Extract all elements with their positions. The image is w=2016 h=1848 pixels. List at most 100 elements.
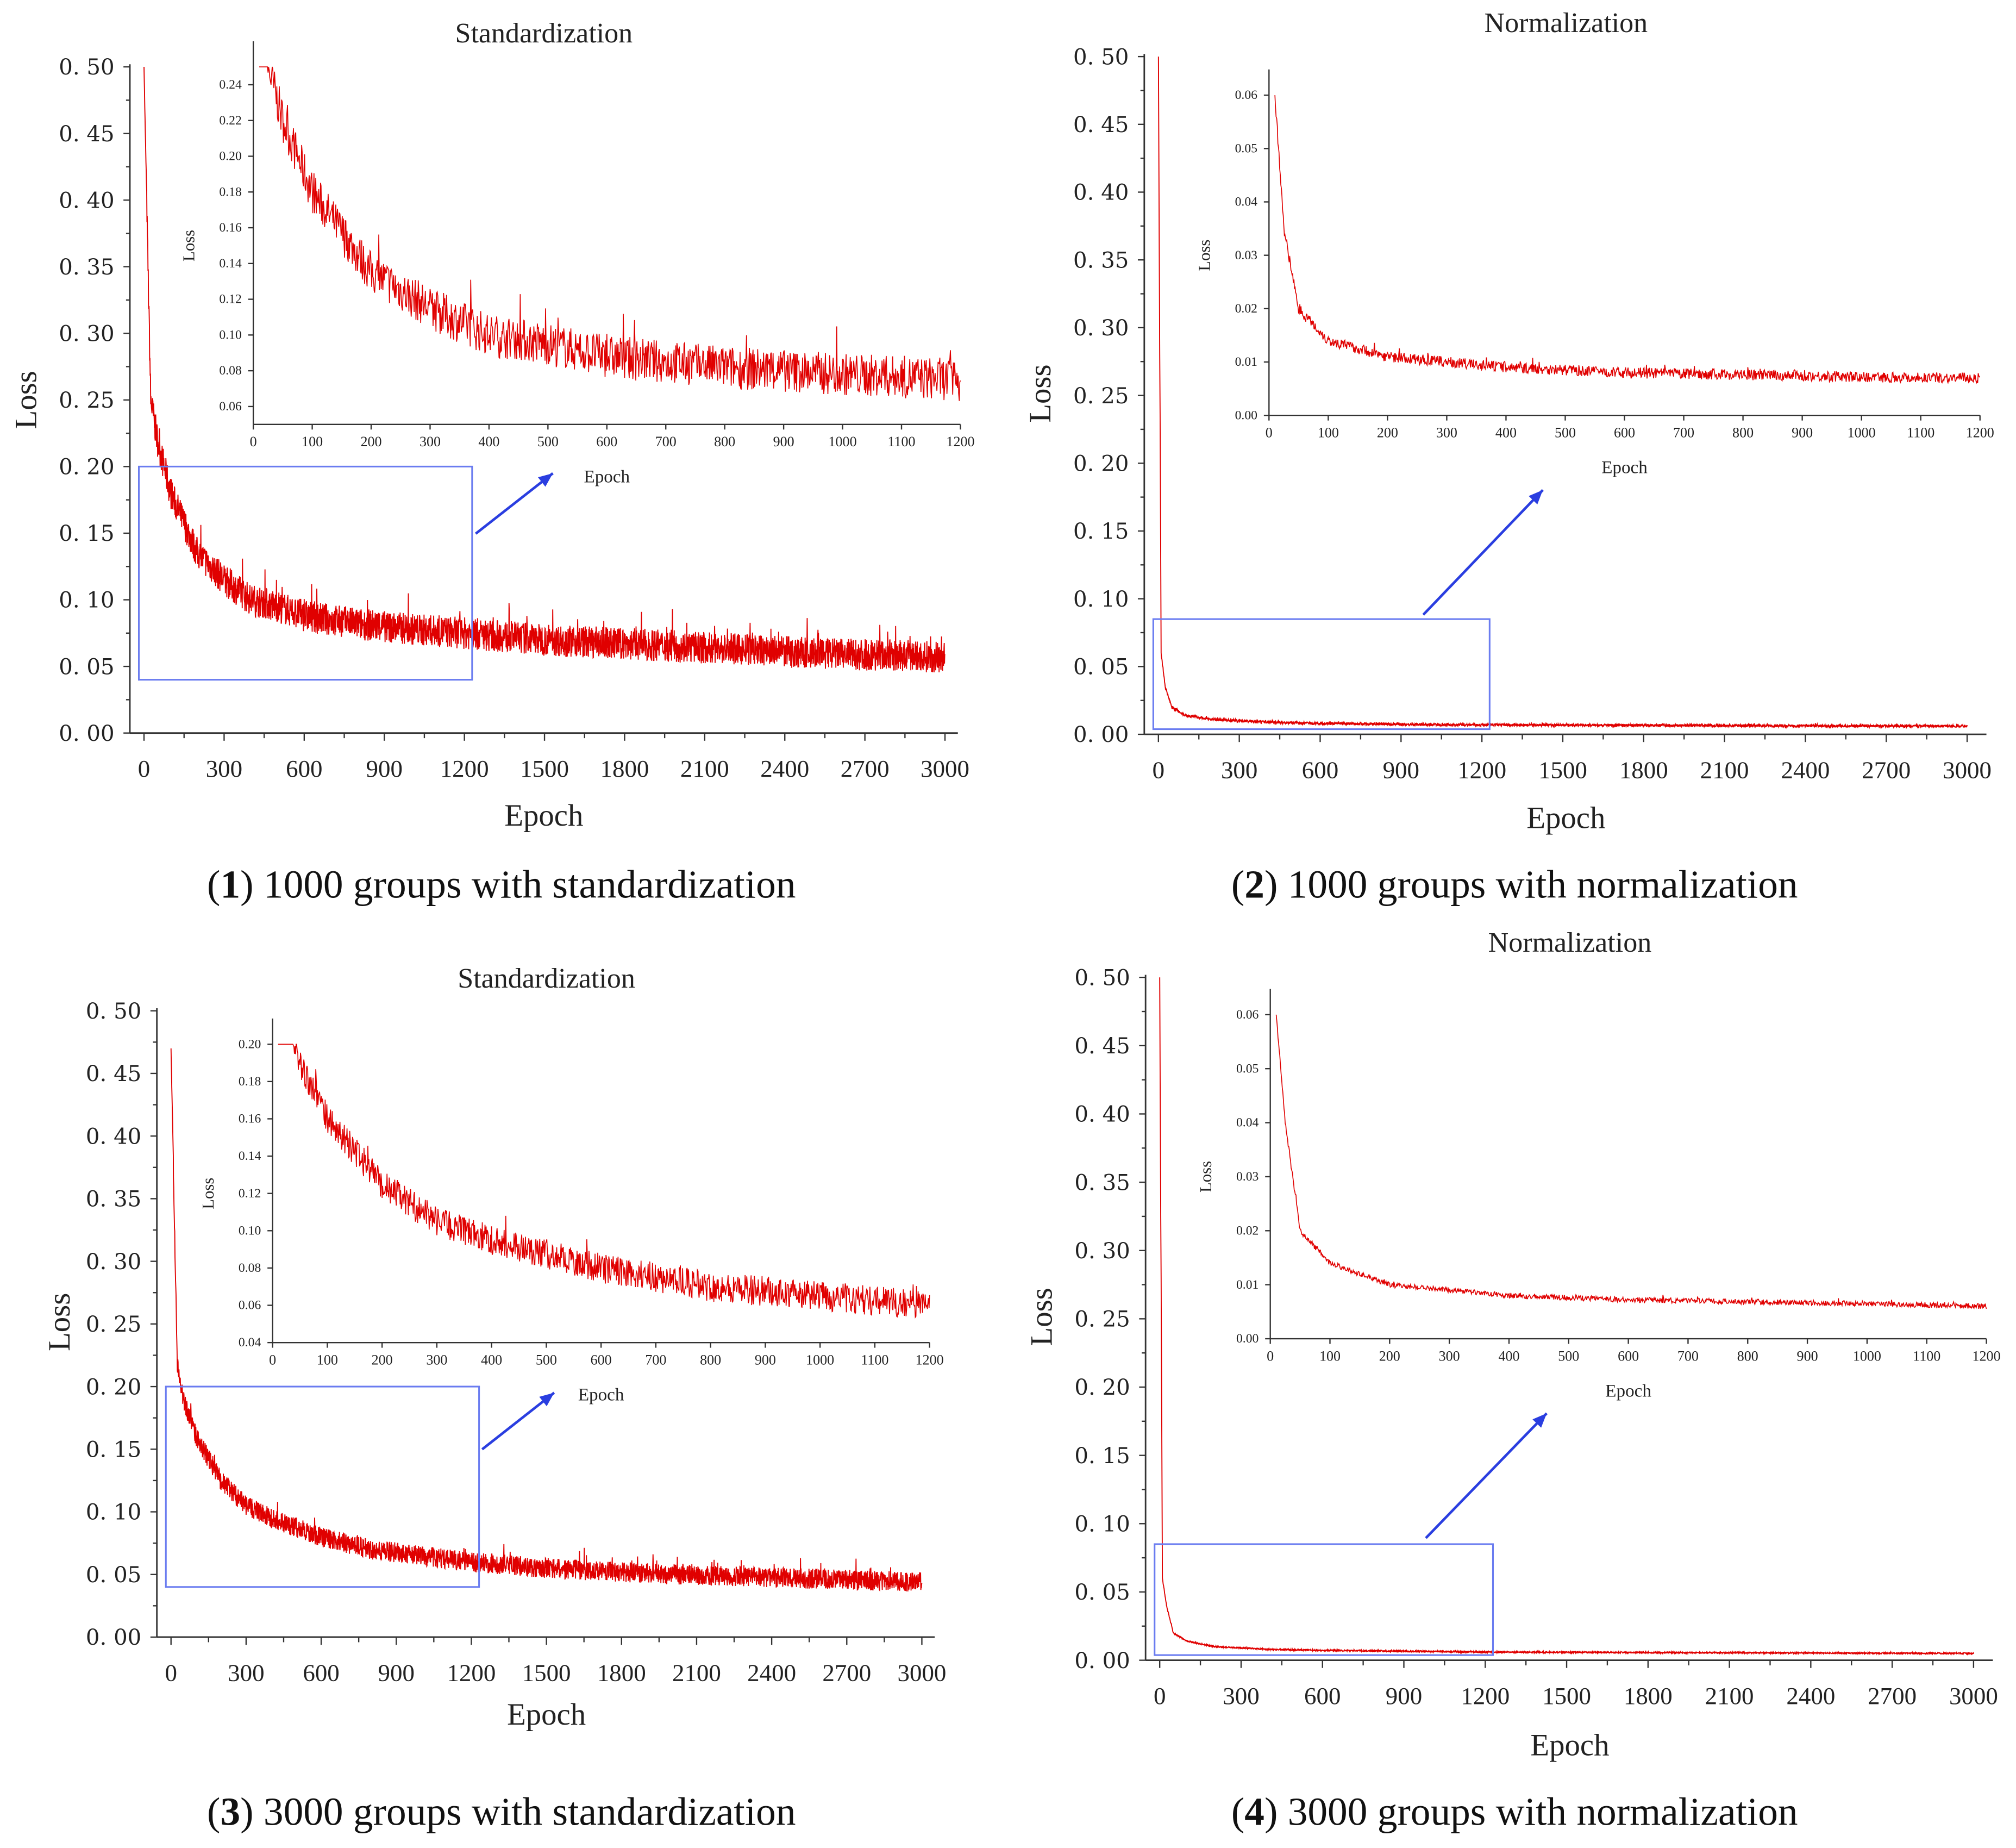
inset-y-tick-label: 0.03 <box>1236 1170 1259 1184</box>
x-tick-label: 2100 <box>672 1659 721 1686</box>
loss-line <box>143 67 946 672</box>
inset-x-tick-label: 500 <box>1558 1348 1579 1364</box>
x-axis-label: Epoch <box>504 798 583 833</box>
caption-paren: ) <box>240 1789 264 1833</box>
x-tick-label: 300 <box>206 755 242 782</box>
inset-x-tick-label: 900 <box>755 1352 776 1368</box>
x-tick-label: 2100 <box>680 755 729 782</box>
y-tick-label: 0. 10 <box>1074 1512 1130 1537</box>
inset-y-tick-label: 0.05 <box>1235 141 1257 155</box>
chart-title: Standardization <box>455 18 633 49</box>
inset-y-tick-label: 0.00 <box>1235 408 1257 422</box>
x-tick-label: 600 <box>1304 1682 1341 1709</box>
x-tick-label: 1200 <box>440 755 489 782</box>
x-tick-label: 1500 <box>1542 1682 1591 1709</box>
caption-paren: ) <box>240 862 264 906</box>
inset-y-tick-label: 0.03 <box>1235 248 1257 263</box>
inset-x-tick-label: 1100 <box>1913 1348 1940 1364</box>
y-tick-label: 0. 05 <box>1074 1580 1130 1605</box>
y-axis-label: Loss <box>1024 1288 1059 1346</box>
x-tick-label: 0 <box>138 755 150 782</box>
chart-panel-3: 0. 00 0. 05 0. 10 0. 15 0. 20 0. 25 0. 30 0. 35… <box>42 963 947 1833</box>
caption-text: 1000 groups with standardization <box>264 862 796 906</box>
x-tick-label: 1200 <box>447 1659 496 1686</box>
y-tick-label: 0. 40 <box>1073 180 1129 205</box>
inset-x-tick-label: 1200 <box>1973 1348 2001 1364</box>
caption-paren: ) <box>1264 1789 1288 1833</box>
y-tick-label: 0. 35 <box>59 255 114 280</box>
figure-caption: (4) 3000 groups with normalization <box>1231 1789 1798 1833</box>
x-tick-label: 0 <box>1154 1682 1166 1709</box>
y-axis-label: Loss <box>9 371 43 429</box>
inset-y-axis-label: Loss <box>1195 240 1213 271</box>
x-tick-label: 2100 <box>1705 1682 1754 1709</box>
inset-x-tick-label: 0 <box>250 434 257 449</box>
inset-x-tick-label: 400 <box>481 1352 502 1368</box>
y-tick-label: 0. 35 <box>86 1187 141 1212</box>
y-tick-label: 0. 50 <box>1074 965 1130 990</box>
figure-caption: (2) 1000 groups with normalization <box>1231 862 1798 906</box>
inset-x-tick-label: 600 <box>596 434 617 449</box>
y-tick-label: 0. 05 <box>59 654 114 679</box>
inset-y-tick-label: 0.20 <box>219 149 241 164</box>
inset-x-tick-label: 600 <box>1614 424 1635 440</box>
inset-y-tick-label: 0.06 <box>1235 88 1258 102</box>
loss-line <box>1159 977 1974 1656</box>
inset-y-tick-label: 0.18 <box>219 185 241 199</box>
zoom-box <box>138 465 473 681</box>
inset-y-tick-label: 0.04 <box>1235 195 1258 209</box>
inset-x-tick-label: 200 <box>1377 424 1398 440</box>
inset-chart: 0.06 0.08 0.10 0.12 0.14 0.16 0.18 0.20 0.22 0.24… <box>179 41 974 486</box>
x-tick-label: 600 <box>303 1659 339 1686</box>
y-axis-label: Loss <box>1023 364 1057 422</box>
inset-y-tick-label: 0.16 <box>239 1112 261 1126</box>
inset-x-tick-label: 0 <box>1266 424 1273 440</box>
y-tick-label: 0. 30 <box>86 1250 141 1275</box>
inset-y-tick-label: 0.00 <box>1236 1332 1259 1346</box>
inset-x-tick-label: 800 <box>714 434 735 449</box>
inset-x-tick-label: 1200 <box>946 434 974 449</box>
x-tick-label: 2700 <box>1868 1682 1917 1709</box>
y-tick-label: 0. 10 <box>1073 587 1129 612</box>
caption-text: 3000 groups with standardization <box>264 1789 796 1833</box>
y-tick-label: 0. 15 <box>86 1437 141 1462</box>
y-tick-label: 0. 40 <box>86 1124 141 1149</box>
y-tick-label: 0. 45 <box>1073 113 1129 138</box>
arrow-head-icon <box>539 1393 554 1407</box>
zoom-arrow <box>1425 1412 1548 1539</box>
y-tick-label: 0. 05 <box>1073 655 1129 680</box>
inset-x-tick-label: 1000 <box>1853 1348 1881 1364</box>
x-tick-label: 2700 <box>841 755 890 782</box>
x-tick-label: 1500 <box>520 755 569 782</box>
inset-x-tick-label: 1000 <box>1848 424 1876 440</box>
inset-y-tick-label: 0.14 <box>219 257 242 271</box>
inset-y-tick-label: 0.10 <box>239 1223 261 1238</box>
inset-y-tick-label: 0.24 <box>219 78 242 92</box>
inset-loss-line <box>1275 1014 1987 1310</box>
inset-y-tick-label: 0.01 <box>1236 1278 1259 1292</box>
x-tick-label: 600 <box>1302 756 1338 783</box>
x-tick-label: 2400 <box>760 755 809 782</box>
x-tick-label: 2400 <box>1781 756 1830 783</box>
x-tick-label: 2400 <box>747 1659 796 1686</box>
y-tick-label: 0. 00 <box>1073 722 1129 747</box>
caption-paren: ( <box>1231 862 1244 906</box>
x-tick-label: 900 <box>1386 1682 1422 1709</box>
x-tick-label: 3000 <box>1943 756 1992 783</box>
inset-x-tick-label: 300 <box>420 434 441 449</box>
inset-x-tick-label: 700 <box>645 1352 666 1368</box>
caption-paren: ( <box>207 1789 220 1833</box>
x-tick-label: 1800 <box>597 1659 646 1686</box>
figure-caption: (3) 3000 groups with standardization <box>207 1789 796 1833</box>
inset-x-tick-label: 1100 <box>1907 424 1934 440</box>
inset-x-tick-label: 400 <box>478 434 499 449</box>
y-tick-label: 0. 25 <box>1073 384 1129 409</box>
inset-y-tick-label: 0.20 <box>239 1037 261 1051</box>
inset-x-tick-label: 1000 <box>829 434 857 449</box>
inset-x-tick-label: 200 <box>361 434 382 449</box>
inset-x-tick-label: 300 <box>1436 424 1457 440</box>
arrow-head-icon <box>538 473 553 487</box>
inset-y-tick-label: 0.01 <box>1235 355 1257 369</box>
zoom-box <box>1154 1543 1494 1656</box>
inset-x-axis-label: Epoch <box>578 1385 624 1405</box>
